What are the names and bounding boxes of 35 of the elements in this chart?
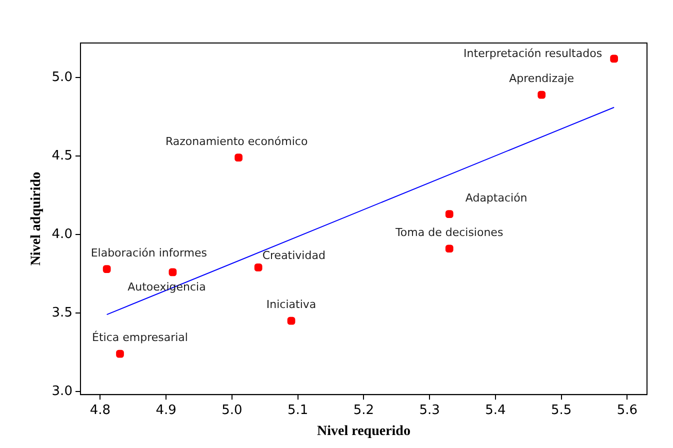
- annotation: Creatividad: [262, 248, 326, 262]
- y-tick-label: 3.5: [52, 305, 72, 320]
- point: [287, 316, 296, 325]
- annotation: Razonamiento económico: [165, 134, 308, 148]
- x-tick-label: 4.9: [156, 402, 176, 418]
- x-tick-label: 5.3: [419, 402, 440, 418]
- point: [254, 264, 262, 272]
- point: [445, 244, 454, 253]
- annotation: Iniciativa: [266, 298, 316, 312]
- x-axis-title: Nivel requerido: [317, 424, 410, 440]
- point: [445, 210, 454, 218]
- y-tick-label: 4.5: [52, 148, 72, 164]
- annotation: Adaptación: [465, 191, 528, 204]
- point: [234, 154, 243, 162]
- y-axis-title: Nivel adquirido: [29, 172, 44, 266]
- point: [610, 54, 618, 63]
- point: [116, 350, 124, 358]
- annotation: Elaboración informes: [90, 246, 208, 260]
- point: [102, 265, 111, 273]
- y-tick-label: 5.0: [52, 70, 72, 85]
- annotation: Aprendizaje: [509, 72, 574, 86]
- x-tick-label: 5.1: [288, 402, 308, 418]
- point: [168, 268, 177, 276]
- y-tick-label: 3.0: [52, 384, 72, 399]
- annotation: Interpretación resultados: [464, 47, 602, 60]
- x-tick-label: 5.4: [485, 402, 506, 418]
- x-tick-label: 5.5: [551, 402, 572, 418]
- annotation: Toma de decisiones: [394, 226, 504, 239]
- x-tick-label: 5.6: [616, 402, 638, 418]
- x-tick-label: 4.8: [90, 402, 111, 418]
- x-tick-label: 5.0: [222, 402, 242, 418]
- point: [538, 90, 546, 99]
- annotation: Ética empresarial: [92, 330, 188, 344]
- y-tick-label: 4.0: [52, 226, 72, 242]
- x-tick-label: 5.2: [353, 402, 374, 418]
